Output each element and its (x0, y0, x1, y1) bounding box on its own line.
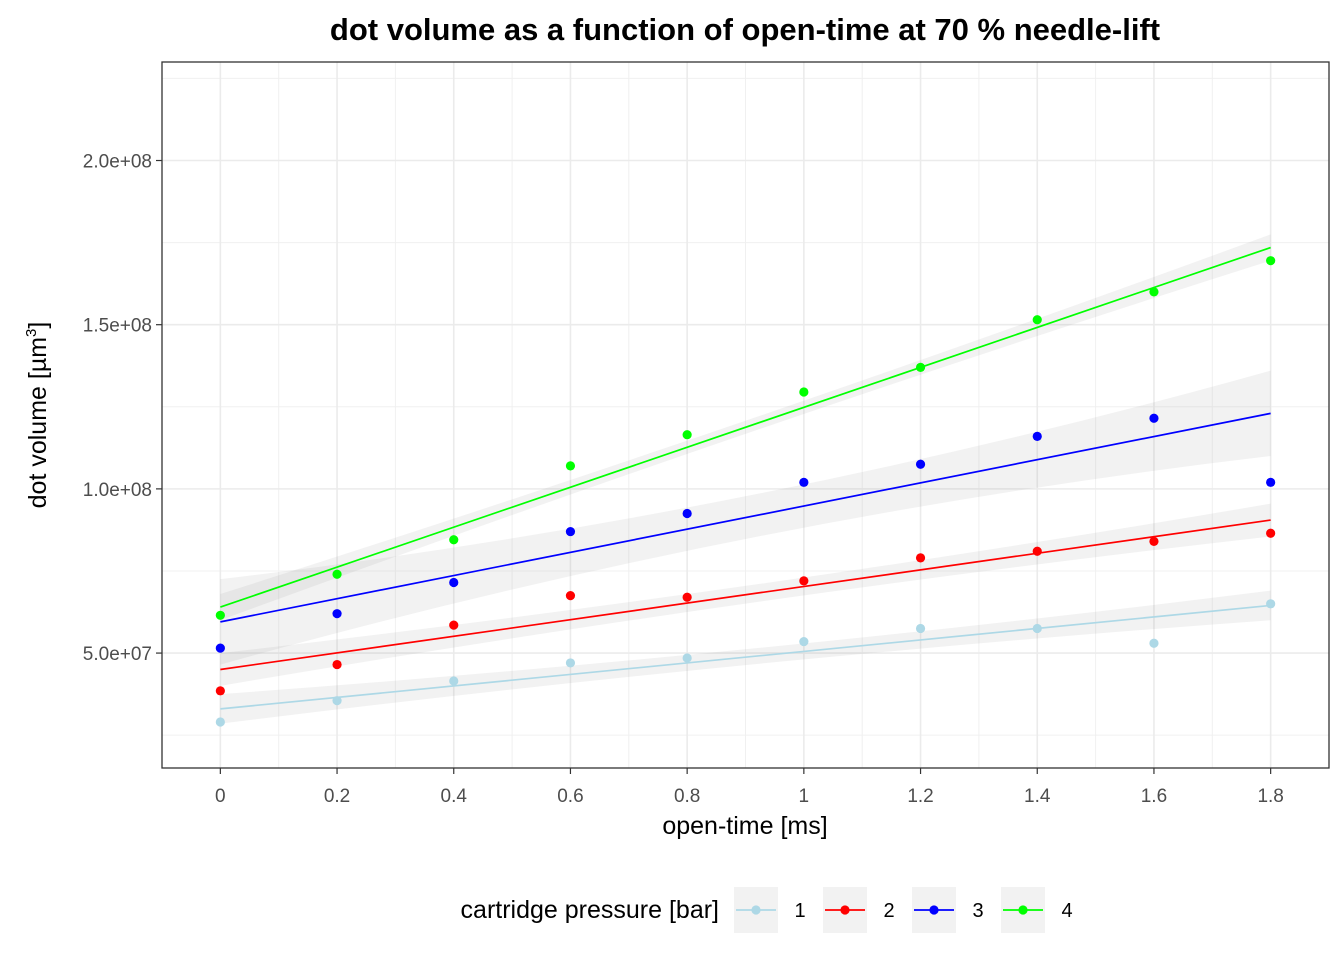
point-series-3 (682, 508, 692, 519)
x-tick-label: 0.2 (324, 786, 350, 807)
point-series-2 (1149, 536, 1159, 547)
point-series-4 (215, 610, 225, 620)
x-tick-label: 0.8 (674, 786, 700, 807)
legend-label-series-1: 1 (794, 900, 805, 922)
x-tick-label: 0 (215, 786, 226, 807)
point-series-4 (332, 569, 342, 579)
x-axis: 0 0.2 0.4 0.6 0.8 1 1.2 1.4 1.6 1.8 (215, 768, 1284, 807)
fit-line-series-4 (220, 246, 1271, 608)
point-series-4 (565, 461, 576, 471)
y-tick-label: 1.5e+08 (83, 316, 152, 337)
point-series-1 (332, 696, 342, 706)
point-series-2 (565, 591, 576, 601)
x-tick-label: 1.6 (1141, 786, 1167, 807)
point-series-2 (215, 686, 225, 696)
point-series-2 (799, 576, 809, 586)
y-axis-title-suffix: ] (24, 322, 52, 329)
point-series-1 (1032, 623, 1042, 634)
chart-title: dot volume as a function of open-time at… (330, 12, 1160, 47)
point-series-4 (799, 387, 809, 397)
y-tick-label: 5.0e+07 (83, 644, 152, 665)
regression-lines (220, 246, 1271, 710)
legend-key-point (751, 905, 761, 915)
point-series-1 (915, 623, 926, 634)
point-series-4 (449, 535, 459, 545)
point-series-4 (682, 430, 692, 440)
point-series-2 (1266, 528, 1276, 538)
point-series-3 (215, 643, 225, 653)
point-series-3 (1266, 477, 1276, 487)
fit-line-series-1 (220, 604, 1271, 710)
point-series-1 (449, 676, 459, 686)
point-series-2 (682, 592, 692, 602)
point-series-2 (915, 553, 926, 563)
point-series-2 (332, 659, 342, 670)
plot-border (161, 61, 1330, 769)
grid-minor (162, 62, 1329, 768)
point-series-3 (1032, 431, 1042, 441)
legend-key-point (840, 905, 850, 915)
data-points (215, 256, 1276, 727)
legend-key-point (929, 905, 939, 915)
point-series-3 (565, 526, 576, 537)
point-series-1 (215, 717, 225, 727)
point-series-4 (1149, 287, 1159, 297)
y-axis: 5.0e+07 1.0e+08 1.5e+08 2.0e+08 (83, 152, 162, 665)
point-series-4 (1032, 315, 1042, 325)
x-tick-label: 1 (799, 786, 810, 807)
legend-label-series-4: 4 (1061, 900, 1072, 922)
y-axis-title-text: dot volume [µm (24, 337, 52, 508)
x-tick-label: 0.6 (557, 786, 583, 807)
point-series-1 (799, 636, 809, 647)
legend: cartridge pressure [bar] 1 2 3 4 (461, 887, 1073, 933)
y-axis-title: dot volume [µm3] (23, 322, 52, 509)
point-series-1 (1266, 599, 1276, 609)
x-tick-label: 1.8 (1257, 786, 1283, 807)
point-series-1 (682, 653, 692, 663)
point-series-4 (1266, 256, 1276, 266)
fit-line-series-3 (220, 412, 1271, 623)
point-series-3 (1149, 413, 1159, 423)
y-tick-label: 1.0e+08 (83, 480, 152, 501)
y-axis-title-superscript: 3 (23, 329, 40, 337)
point-series-3 (799, 477, 809, 487)
legend-title: cartridge pressure [bar] (461, 896, 719, 924)
point-series-4 (915, 362, 926, 372)
x-tick-label: 1.2 (907, 786, 933, 807)
x-axis-title: open-time [ms] (662, 812, 827, 840)
point-series-1 (1149, 638, 1159, 648)
point-series-2 (1032, 546, 1042, 556)
y-tick-label: 2.0e+08 (83, 152, 152, 173)
x-tick-label: 1.4 (1024, 786, 1051, 807)
point-series-3 (332, 609, 342, 619)
point-series-1 (565, 658, 576, 668)
legend-label-series-3: 3 (972, 900, 983, 922)
legend-label-series-2: 2 (883, 900, 894, 922)
legend-key-point (1018, 905, 1028, 915)
point-series-3 (915, 459, 926, 469)
x-tick-label: 0.4 (441, 786, 468, 807)
fit-line-series-2 (220, 519, 1271, 671)
point-series-2 (449, 620, 459, 630)
point-series-3 (449, 577, 459, 588)
